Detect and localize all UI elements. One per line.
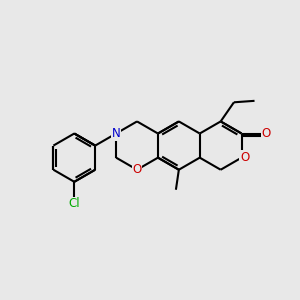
Text: O: O (240, 151, 249, 164)
Text: O: O (261, 127, 271, 140)
Text: Cl: Cl (68, 197, 80, 210)
Text: O: O (132, 163, 142, 176)
Text: N: N (112, 127, 121, 140)
